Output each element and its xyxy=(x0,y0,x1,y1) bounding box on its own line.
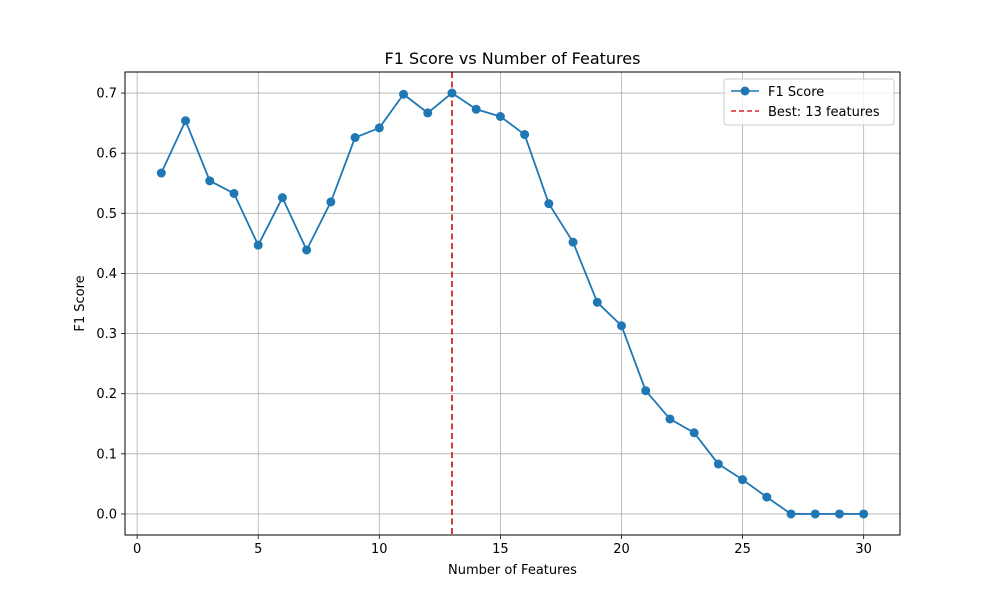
f1-data-point xyxy=(616,321,626,331)
x-tick-label: 10 xyxy=(371,542,388,557)
f1-data-point xyxy=(689,428,699,438)
f1-data-point xyxy=(568,237,578,247)
grid-lines xyxy=(125,72,900,535)
x-axis-ticks: 0 5 10 15 20 25 30 xyxy=(133,535,872,557)
y-tick-label: 0.3 xyxy=(96,327,117,342)
f1-data-point xyxy=(641,386,651,396)
x-axis-label: Number of Features xyxy=(448,563,577,578)
x-tick-label: 15 xyxy=(492,542,509,557)
plot-frame xyxy=(124,71,901,536)
f1-data-point xyxy=(786,509,796,519)
f1-data-point xyxy=(399,89,409,99)
f1-data-point xyxy=(447,88,457,98)
f1-data-point xyxy=(738,475,748,485)
legend-label-f1: F1 Score xyxy=(768,85,824,100)
x-tick-label: 0 xyxy=(133,542,141,557)
x-tick-label: 30 xyxy=(855,542,872,557)
chart-title: F1 Score vs Number of Features xyxy=(385,49,641,68)
data-points xyxy=(156,88,869,519)
f1-data-point xyxy=(471,104,481,114)
legend: F1 Score Best: 13 features xyxy=(723,78,895,126)
f1-data-point xyxy=(592,297,602,307)
y-tick-label: 0.1 xyxy=(96,447,117,462)
f1-data-point xyxy=(205,176,215,186)
x-tick-label: 25 xyxy=(734,542,751,557)
legend-marker-f1 xyxy=(740,86,750,96)
f1-data-point xyxy=(350,133,360,143)
x-tick-label: 20 xyxy=(613,542,630,557)
f1-data-point xyxy=(713,459,723,469)
f1-data-point xyxy=(156,168,166,178)
f1-data-point xyxy=(229,188,239,198)
y-axis-label: F1 Score xyxy=(73,275,88,331)
y-tick-label: 0.2 xyxy=(96,387,117,402)
f1-data-point xyxy=(326,197,336,207)
f1-data-point xyxy=(810,509,820,519)
f1-data-point xyxy=(181,116,191,126)
f1-data-point xyxy=(762,492,772,502)
legend-box xyxy=(723,78,895,126)
f1-data-point xyxy=(520,130,530,140)
f1-data-point xyxy=(665,414,675,424)
y-tick-label: 0.5 xyxy=(96,207,117,222)
f1-data-point xyxy=(302,245,312,255)
f1-data-point xyxy=(834,509,844,519)
y-tick-label: 0.6 xyxy=(96,147,117,162)
f1-data-point xyxy=(423,108,433,118)
f1-series-line xyxy=(160,92,864,515)
y-tick-label: 0.7 xyxy=(96,87,117,102)
f1-data-point xyxy=(495,111,505,121)
f1-data-point xyxy=(859,509,869,519)
f1-data-point xyxy=(277,193,287,203)
x-tick-label: 5 xyxy=(254,542,262,557)
legend-label-best: Best: 13 features xyxy=(768,105,880,120)
y-tick-label: 0.4 xyxy=(96,267,117,282)
f1-data-point xyxy=(544,199,554,209)
f1-data-point xyxy=(374,123,384,133)
f1-data-point xyxy=(253,240,263,250)
series-lines xyxy=(160,92,864,515)
y-axis-ticks: 0.0 0.1 0.2 0.3 0.4 0.5 0.6 0.7 xyxy=(96,87,125,522)
y-tick-label: 0.0 xyxy=(96,507,117,522)
